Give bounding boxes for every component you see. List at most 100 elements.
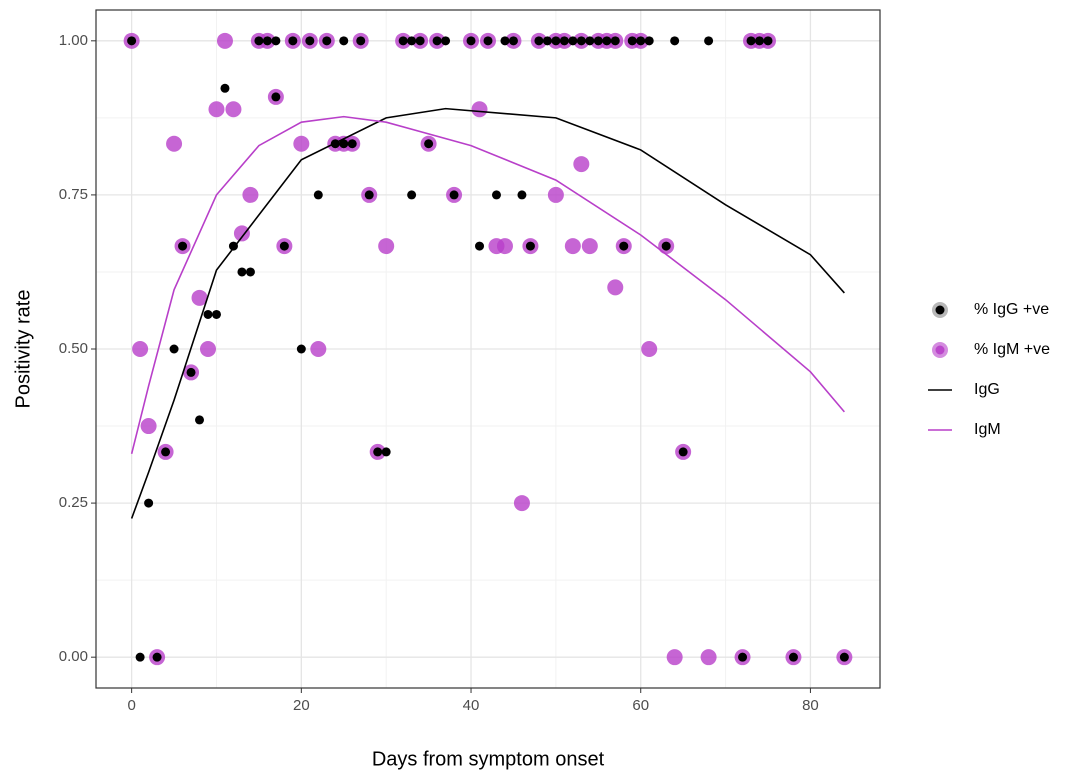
point xyxy=(581,238,598,255)
point xyxy=(347,139,357,149)
point xyxy=(233,225,250,242)
point xyxy=(508,36,518,46)
point xyxy=(415,36,425,46)
point xyxy=(424,139,434,149)
point xyxy=(310,341,327,357)
point xyxy=(191,289,208,306)
y-tick-label: 0.25 xyxy=(59,494,88,511)
y-tick-label: 0.50 xyxy=(59,340,88,357)
point xyxy=(670,36,680,46)
point xyxy=(491,190,501,200)
point xyxy=(356,36,366,46)
point xyxy=(551,36,561,46)
point xyxy=(296,344,306,354)
point xyxy=(144,498,154,508)
point xyxy=(293,135,310,152)
x-tick-label: 0 xyxy=(127,697,135,714)
point xyxy=(127,36,137,46)
legend-key xyxy=(935,345,945,355)
point xyxy=(135,652,145,662)
point xyxy=(373,447,383,457)
point xyxy=(225,101,242,118)
point xyxy=(339,139,349,149)
point xyxy=(364,190,374,200)
point xyxy=(475,241,485,251)
point xyxy=(161,447,171,457)
point xyxy=(607,279,624,296)
point xyxy=(216,32,233,49)
point xyxy=(305,36,315,46)
point xyxy=(195,415,205,425)
point xyxy=(339,36,349,46)
point xyxy=(610,36,620,46)
point xyxy=(152,652,162,662)
y-tick-label: 0.75 xyxy=(59,186,88,203)
point xyxy=(627,36,637,46)
point xyxy=(644,36,654,46)
point xyxy=(186,367,196,377)
point xyxy=(242,186,259,203)
point xyxy=(208,101,225,118)
point xyxy=(568,36,578,46)
point xyxy=(641,341,658,357)
panel-border xyxy=(95,9,881,689)
y-axis-title: Positivity rate xyxy=(12,290,34,409)
point xyxy=(746,36,756,46)
point xyxy=(517,190,527,200)
point xyxy=(483,36,493,46)
point xyxy=(220,83,230,93)
point xyxy=(542,36,552,46)
point xyxy=(593,36,603,46)
point xyxy=(169,344,179,354)
point xyxy=(576,36,586,46)
point xyxy=(471,101,488,118)
x-tick-label: 20 xyxy=(293,697,310,714)
x-tick-label: 40 xyxy=(463,697,480,714)
point xyxy=(203,309,213,319)
point xyxy=(398,36,408,46)
point xyxy=(525,241,535,251)
point xyxy=(432,36,442,46)
point xyxy=(245,267,255,277)
point xyxy=(788,652,798,662)
legend-key xyxy=(935,305,945,315)
point xyxy=(288,36,298,46)
point xyxy=(237,267,247,277)
point xyxy=(449,190,459,200)
point xyxy=(381,447,391,457)
point xyxy=(619,241,629,251)
point xyxy=(279,241,289,251)
point xyxy=(763,36,773,46)
point xyxy=(466,36,476,46)
point xyxy=(178,241,188,251)
point xyxy=(200,341,216,357)
point xyxy=(496,238,513,255)
point xyxy=(559,36,569,46)
point xyxy=(547,186,564,203)
line xyxy=(130,107,845,519)
point xyxy=(322,36,332,46)
point xyxy=(585,36,595,46)
point xyxy=(500,36,510,46)
point xyxy=(313,190,323,200)
point xyxy=(700,649,717,666)
point xyxy=(564,238,581,255)
point xyxy=(211,309,221,319)
y-tick-label: 0.00 xyxy=(59,648,88,665)
point xyxy=(166,135,183,152)
point xyxy=(839,652,849,662)
legend-label: IgG xyxy=(974,381,1000,398)
point xyxy=(254,36,264,46)
legend-label: % IgG +ve xyxy=(974,301,1049,318)
y-tick-label: 1.00 xyxy=(59,32,88,49)
point xyxy=(704,36,714,46)
point xyxy=(738,652,748,662)
x-axis-title: Days from symptom onset xyxy=(372,748,605,770)
point xyxy=(441,36,451,46)
point xyxy=(132,341,149,357)
point xyxy=(378,238,395,255)
x-tick-label: 80 xyxy=(802,697,819,714)
point xyxy=(661,241,671,251)
line xyxy=(130,115,845,454)
